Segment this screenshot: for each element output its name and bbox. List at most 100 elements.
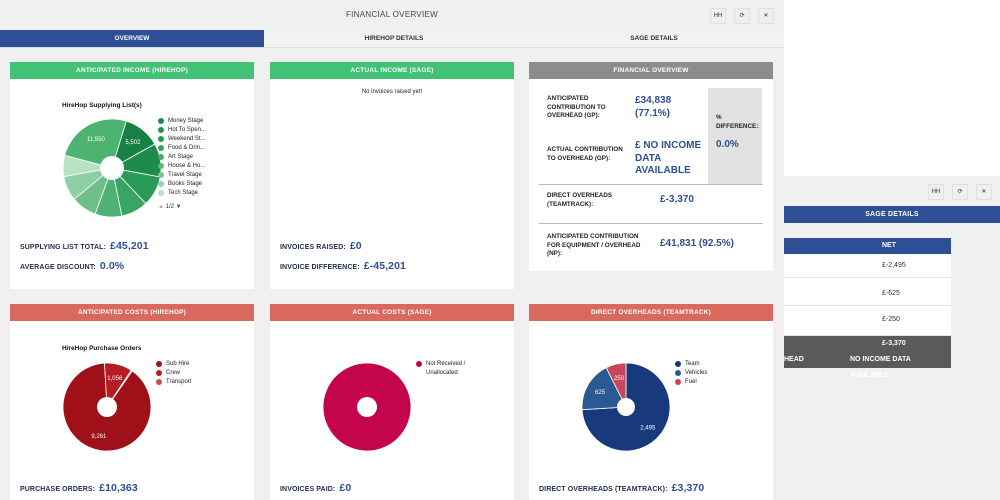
tab-overview[interactable]: OVERVIEW — [0, 30, 264, 47]
footer-left-label: HEAD — [784, 356, 804, 363]
legend-item[interactable]: Art Stage — [158, 152, 206, 161]
pie-slice-transport[interactable] — [106, 369, 133, 408]
direct-overheads-pie-chart: 2,495 625 250 — [581, 362, 671, 452]
no-invoices-note: No invoices raised yet! — [361, 89, 423, 95]
legend-swatch — [158, 135, 164, 142]
legend-item[interactable]: Crew — [156, 368, 191, 377]
legend-label: Tech Stage — [168, 189, 199, 196]
value-line: (77.1%) — [635, 107, 671, 119]
average-discount: AVERAGE DISCOUNT: 0.0% — [20, 260, 124, 272]
tab-hirehop-details[interactable]: HIREHOP DETAILS — [364, 35, 424, 42]
legend-item[interactable]: House & Ho... — [158, 161, 206, 170]
card-header: ANTICIPATED INCOME (HIREHOP) — [10, 62, 254, 79]
legend-swatch — [158, 126, 164, 133]
legend-item[interactable]: Food & Drin... — [158, 143, 206, 152]
close-icon[interactable]: ✕ — [976, 184, 992, 200]
divider — [539, 223, 763, 224]
financial-overview-window: FINANCIAL OVERVIEW HH ⟳ ✕ OVERVIEW HIREH… — [0, 0, 784, 500]
pie-data-label: 9,261 — [91, 434, 107, 440]
actual-contribution-value: £ NO INCOME DATA AVAILABLE — [635, 140, 701, 178]
label-line: DIRECT OVERHEADS — [547, 192, 613, 199]
pie-data-label: 1,056 — [107, 376, 123, 382]
legend-swatch — [158, 117, 164, 124]
label-line: % — [716, 114, 722, 121]
pie-slice-fuel[interactable] — [605, 362, 627, 408]
legend-item[interactable]: Tech Stage — [158, 188, 206, 197]
hirehop-button[interactable]: HH — [710, 8, 726, 24]
tab-sage-details[interactable]: SAGE DETAILS — [630, 35, 678, 42]
pie-data-label: 11,550 — [87, 137, 106, 143]
pie-slice-tech-stage[interactable] — [62, 154, 113, 178]
pie-slice-vehicles[interactable] — [581, 367, 627, 411]
legend-label: Travel Stage — [168, 171, 202, 178]
table-row: £-625 — [784, 278, 951, 306]
legend-label: Weekend St... — [168, 135, 206, 142]
label-line: (TEAMTRACK): — [547, 200, 594, 208]
label-line: DIFFERENCE: — [716, 122, 759, 130]
donut-hole — [617, 398, 635, 416]
legend-item[interactable]: Money Stage — [158, 116, 206, 125]
legend-swatch — [156, 378, 162, 385]
legend-label: Crew — [166, 369, 181, 376]
donut-hole — [100, 156, 124, 180]
legend-label: Vehicles — [685, 369, 708, 376]
label-line: (NP): — [547, 250, 563, 257]
stat-value: 0.0% — [99, 260, 125, 272]
hirehop-button[interactable]: HH — [928, 184, 944, 200]
stat-value: £0 — [339, 482, 352, 494]
label-line: ANTICIPATED — [547, 95, 589, 102]
direct-overheads-total: DIRECT OVERHEADS (TEAMTRACK): £3,370 — [539, 482, 704, 494]
stat-value: £0 — [349, 240, 362, 252]
np-contribution-label: ANTICIPATED CONTRIBUTION FOR EQUIPMENT /… — [547, 233, 640, 259]
donut-hole — [357, 397, 377, 417]
total-row: £-3,370 — [784, 336, 951, 352]
close-icon[interactable]: ✕ — [758, 8, 774, 24]
refresh-icon[interactable]: ⟳ — [952, 184, 968, 200]
label-line: ACTUAL CONTRIBUTION — [547, 146, 623, 153]
legend-item[interactable]: Transport — [156, 377, 191, 386]
anticipated-contribution-label: ANTICIPATED CONTRIBUTION TO OVERHEAD (GP… — [547, 95, 606, 121]
stat-label: SUPPLYING LIST TOTAL: — [20, 244, 106, 251]
legend-item[interactable]: Hot To Spen... — [158, 125, 206, 134]
np-contribution-value: £41,831 (92.5%) — [660, 238, 734, 249]
pager-label: 1/2 — [165, 204, 174, 210]
legend-item[interactable]: Sub Hire — [156, 359, 191, 368]
pie-data-label: 625 — [595, 390, 606, 396]
tab-sage-details[interactable]: SAGE DETAILS — [784, 206, 1000, 223]
legend-item[interactable]: Travel Stage — [158, 170, 206, 179]
legend-label: Money Stage — [168, 117, 204, 124]
card-header: ACTUAL INCOME (SAGE) — [270, 62, 514, 79]
value-line: AVAILABLE — [635, 165, 691, 176]
background-window: HH ⟳ ✕ SAGE DETAILS NET £-2,495 £-625 £-… — [784, 176, 1000, 500]
refresh-icon[interactable]: ⟳ — [734, 8, 750, 24]
legend-swatch — [158, 171, 164, 178]
legend-swatch — [158, 189, 164, 196]
pager-up-icon[interactable]: ▲ — [158, 204, 164, 210]
percent-difference-value: 0.0% — [716, 139, 739, 150]
legend-item[interactable]: Books Stage — [158, 179, 206, 188]
legend-swatch — [156, 360, 162, 367]
legend-item[interactable]: Vehicles — [675, 368, 707, 377]
legend-item[interactable]: Not Received / — [416, 359, 465, 368]
direct-overheads-card: DIRECT OVERHEADS (TEAMTRACK) 2,495 625 250… — [529, 304, 773, 500]
footer-row: HEAD NO INCOME DATA AVAILABLE — [784, 352, 951, 379]
legend-item[interactable]: Fuel — [675, 377, 707, 386]
pager-down-icon[interactable]: ▼ — [175, 204, 182, 210]
purchase-orders-pie-chart: 9,261 1,056 — [62, 362, 152, 452]
label-line: ANTICIPATED CONTRIBUTION — [547, 233, 639, 240]
footer-right-label: NO INCOME DATA AVAILABLE — [850, 356, 911, 379]
sage-table: NET £-2,495 £-625 £-250 £-3,370 HEAD NO … — [784, 238, 951, 379]
chart-legend: Money Stage Hot To Spen... Weekend St... Fo… — [158, 116, 206, 197]
anticipated-contribution-value: £34,838 (77.1%) — [635, 95, 671, 120]
pie-slice-money-stage[interactable] — [64, 118, 127, 169]
card-header: DIRECT OVERHEADS (TEAMTRACK) — [529, 304, 773, 321]
stat-label: INVOICE DIFFERENCE: — [280, 264, 360, 271]
percent-difference-label: % DIFFERENCE: — [716, 114, 758, 131]
card-header: FINANCIAL OVERVIEW — [529, 62, 773, 79]
legend-item[interactable]: Team — [675, 359, 707, 368]
donut-hole — [97, 397, 117, 417]
legend-swatch — [675, 369, 681, 376]
stat-value: £3,370 — [671, 482, 705, 494]
legend-pager[interactable]: ▲ 1/2 ▼ — [158, 204, 182, 210]
legend-item[interactable]: Weekend St... — [158, 134, 206, 143]
